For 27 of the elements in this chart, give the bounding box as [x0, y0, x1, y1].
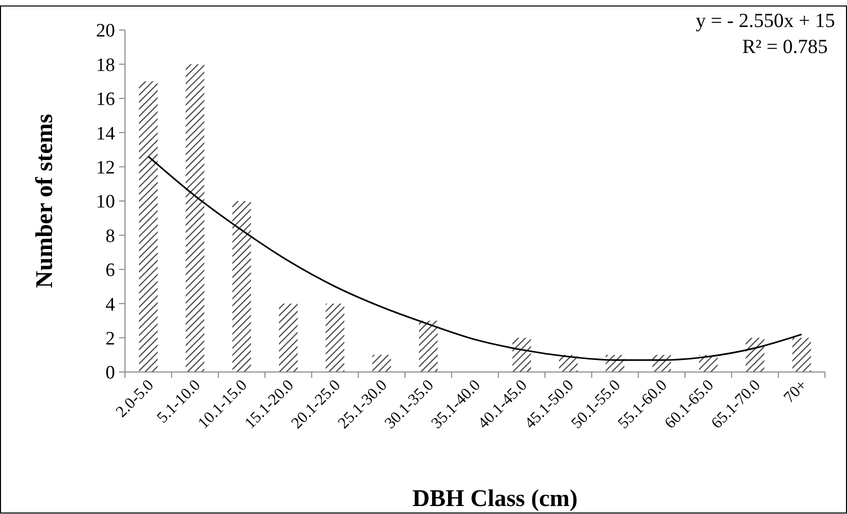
bar	[792, 338, 811, 372]
y-tick-label: 12	[96, 157, 115, 178]
annotation: y = - 2.550x + 15	[696, 10, 835, 32]
x-tick-label: 70+	[780, 376, 810, 407]
bar	[232, 201, 251, 372]
line-series	[148, 156, 802, 361]
bar	[372, 354, 391, 372]
y-tick-label: 20	[96, 20, 115, 42]
y-tick-label: 8	[106, 226, 115, 247]
y-tick-label: 16	[96, 89, 115, 110]
bar	[326, 304, 344, 372]
x-axis-title: DBH Class (cm)	[412, 486, 578, 512]
bar	[746, 338, 764, 372]
y-tick-label: 10	[96, 192, 115, 213]
annotation: R² = 0.785	[742, 36, 828, 58]
bar	[512, 338, 531, 372]
y-tick-label: 2	[106, 328, 115, 350]
bar	[139, 81, 158, 372]
y-axis-title: Number of stems	[32, 114, 58, 288]
y-tick-label: 18	[96, 54, 115, 76]
y-tick-label: 6	[106, 260, 115, 282]
y-tick-label: 4	[106, 294, 116, 316]
y-tick-label: 0	[106, 362, 115, 384]
bar	[419, 320, 438, 372]
y-tick-label: 14	[96, 123, 116, 144]
bar	[279, 304, 298, 372]
bar	[186, 64, 204, 372]
